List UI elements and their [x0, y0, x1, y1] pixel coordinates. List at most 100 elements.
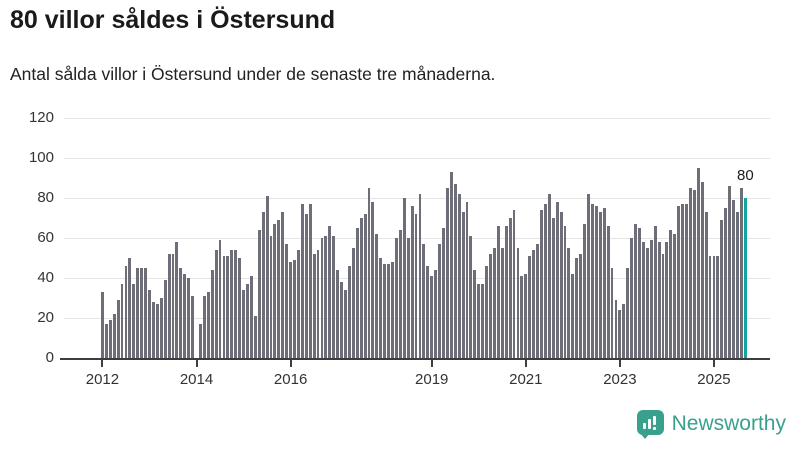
bar [359, 218, 363, 358]
last-value-label: 80 [736, 167, 754, 184]
bar [704, 212, 708, 358]
bar [728, 186, 732, 358]
bar [101, 292, 104, 358]
bar [116, 300, 120, 358]
bar [649, 240, 653, 358]
bar [496, 226, 500, 358]
bar [179, 268, 183, 358]
bar [512, 210, 516, 358]
bar [120, 284, 124, 358]
bar [732, 200, 735, 358]
bar [591, 204, 594, 358]
bar [136, 268, 140, 358]
x-axis-tick [289, 360, 292, 367]
bar [304, 214, 308, 358]
bar [206, 292, 210, 358]
bar [155, 304, 159, 358]
bar [434, 270, 438, 358]
bar [191, 296, 195, 358]
bar [626, 268, 630, 358]
bar [445, 188, 449, 358]
bar [614, 300, 618, 358]
bar [253, 316, 257, 358]
bar [532, 250, 536, 358]
x-axis-tick-label: 2025 [697, 371, 731, 388]
bar [508, 218, 512, 358]
gridline [64, 118, 770, 119]
bar [183, 274, 187, 358]
bar [199, 324, 202, 358]
x-axis-tick-label: 2023 [603, 371, 637, 388]
bar [316, 250, 320, 358]
x-axis-tick-label: 2021 [509, 371, 543, 388]
bar [477, 284, 481, 358]
bar [536, 244, 539, 358]
bar [246, 284, 249, 358]
bar [692, 190, 696, 358]
bar [363, 214, 367, 358]
bar [724, 208, 728, 358]
y-axis-tick-label: 80 [37, 189, 54, 206]
bar [602, 208, 606, 358]
bar [187, 278, 191, 358]
bar [332, 236, 336, 358]
bar [242, 290, 245, 358]
bar [681, 204, 685, 358]
y-axis-tick-label: 20 [37, 309, 54, 326]
bar [700, 182, 704, 358]
bar [547, 194, 551, 358]
bar [489, 254, 492, 358]
bar [230, 250, 234, 358]
bar [465, 202, 469, 358]
bar [630, 238, 634, 358]
bar [485, 266, 489, 358]
bar [238, 258, 242, 358]
bar-chart-speech-bubble-icon [636, 410, 664, 439]
bar [438, 244, 441, 358]
bar [524, 274, 528, 358]
bar [148, 290, 151, 358]
bar [661, 254, 665, 358]
bar [551, 218, 555, 358]
newsworthy-logo[interactable]: Newsworthy [636, 410, 786, 439]
bar [638, 228, 641, 358]
bar [575, 258, 579, 358]
bar [422, 244, 426, 358]
bar [293, 260, 296, 358]
bar [418, 194, 422, 358]
logo-wordmark: Newsworthy [671, 411, 786, 435]
bar [226, 256, 230, 358]
y-axis-tick-label: 40 [37, 269, 54, 286]
bar [689, 188, 692, 358]
x-axis-tick-label: 2014 [179, 371, 214, 388]
bar [140, 268, 144, 358]
bar [277, 220, 281, 358]
bar [739, 188, 743, 358]
bar [171, 254, 175, 358]
bar [265, 196, 269, 358]
bar [567, 248, 571, 358]
bar [720, 220, 724, 358]
bar [673, 234, 677, 358]
bar [516, 248, 520, 358]
y-axis-tick-label: 100 [28, 149, 54, 166]
bar [218, 240, 222, 358]
bar [677, 206, 681, 358]
bar [563, 226, 567, 358]
bar [708, 256, 712, 358]
bar [383, 264, 387, 358]
bar [375, 234, 379, 358]
y-axis-tick-label: 0 [45, 349, 54, 366]
bar [645, 248, 649, 358]
bar [261, 212, 265, 358]
bar [112, 314, 116, 358]
bar [167, 254, 171, 358]
bar [328, 226, 332, 358]
bar [285, 244, 289, 358]
bar [391, 262, 394, 358]
bar [618, 310, 622, 358]
bar [653, 226, 657, 358]
bar [469, 236, 473, 358]
bar [430, 276, 434, 358]
